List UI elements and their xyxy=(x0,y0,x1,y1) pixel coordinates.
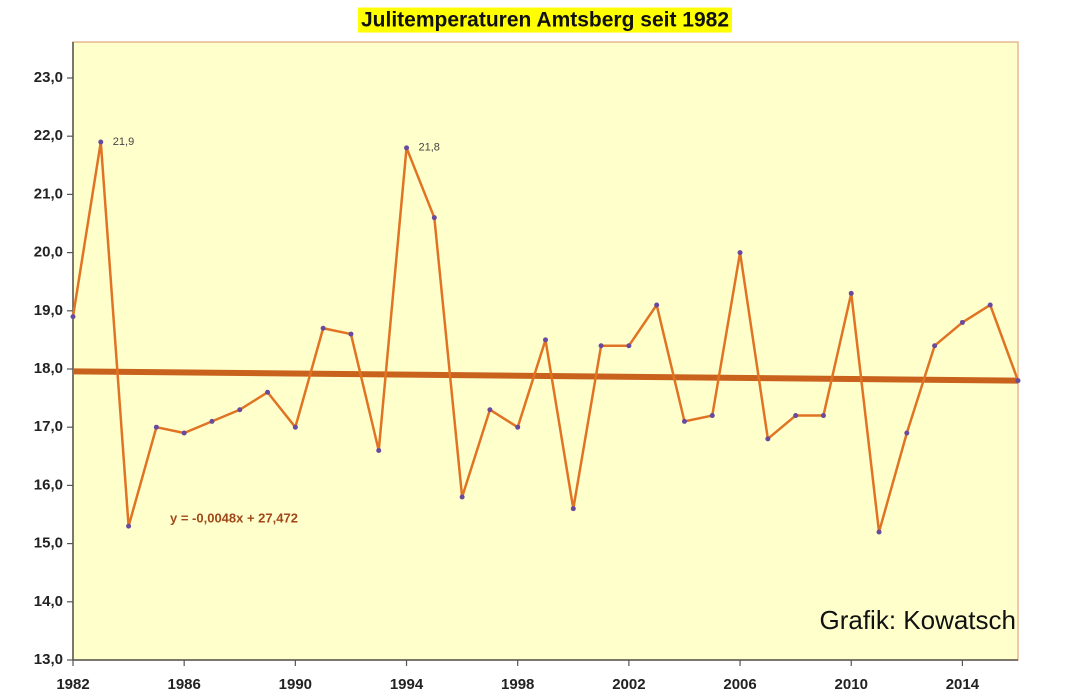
data-point xyxy=(681,418,687,424)
x-tick-label: 2006 xyxy=(723,676,756,693)
data-point xyxy=(487,407,493,413)
data-point xyxy=(848,290,854,296)
data-point xyxy=(237,407,243,413)
x-tick-label: 1998 xyxy=(501,676,534,693)
value-label: 21,8 xyxy=(419,142,440,154)
y-tick-label: 19,0 xyxy=(34,302,63,319)
data-point xyxy=(876,529,882,535)
data-point xyxy=(376,447,382,453)
y-tick-label: 21,0 xyxy=(34,185,63,202)
y-tick-label: 17,0 xyxy=(34,418,63,435)
y-tick-label: 20,0 xyxy=(34,244,63,261)
plot-area xyxy=(72,41,1019,661)
y-tick-label: 15,0 xyxy=(34,535,63,552)
data-point xyxy=(570,506,576,512)
y-tick-label: 14,0 xyxy=(34,593,63,610)
data-point xyxy=(404,145,410,151)
data-point xyxy=(626,343,632,349)
x-tick-label: 1982 xyxy=(56,676,89,693)
data-point xyxy=(209,418,215,424)
credit: Grafik: Kowatsch xyxy=(819,605,1016,635)
x-tick-label: 2002 xyxy=(612,676,645,693)
x-tick-label: 1986 xyxy=(167,676,200,693)
data-point xyxy=(459,494,465,500)
data-point xyxy=(793,413,799,419)
title-highlight xyxy=(357,7,733,33)
data-point xyxy=(904,430,910,436)
data-point xyxy=(543,337,548,343)
x-tick-label: 2014 xyxy=(946,676,980,693)
data-point xyxy=(959,319,965,325)
data-point xyxy=(737,250,743,256)
data-point xyxy=(320,325,326,331)
data-point xyxy=(820,413,826,419)
x-tick-label: 1990 xyxy=(279,676,312,693)
data-point xyxy=(515,424,521,430)
data-point xyxy=(598,343,604,349)
data-point xyxy=(932,343,938,349)
data-point xyxy=(181,430,187,436)
y-tick-label: 18,0 xyxy=(34,360,63,377)
data-point xyxy=(153,424,159,430)
value-label: 21,9 xyxy=(113,136,134,148)
data-point xyxy=(70,314,76,320)
x-tick-label: 1994 xyxy=(390,676,424,693)
y-tick-label: 16,0 xyxy=(34,476,63,493)
data-point xyxy=(987,302,993,308)
data-point xyxy=(265,389,271,395)
data-point xyxy=(765,436,771,442)
data-point xyxy=(654,302,660,308)
data-point xyxy=(292,424,298,430)
chart-title: Julitemperaturen Amtsberg seit 1982 xyxy=(361,9,729,32)
y-tick-label: 22,0 xyxy=(34,127,63,144)
y-tick-label: 13,0 xyxy=(34,651,63,668)
data-point xyxy=(1015,378,1021,384)
data-point xyxy=(709,413,715,419)
x-tick-label: 2010 xyxy=(835,676,868,693)
data-point xyxy=(126,523,132,529)
trendline-equation: y = -0,0048x + 27,472 xyxy=(170,510,298,525)
data-point xyxy=(98,139,104,145)
data-point xyxy=(348,331,354,337)
data-point xyxy=(431,215,437,221)
y-tick-label: 23,0 xyxy=(34,69,63,86)
